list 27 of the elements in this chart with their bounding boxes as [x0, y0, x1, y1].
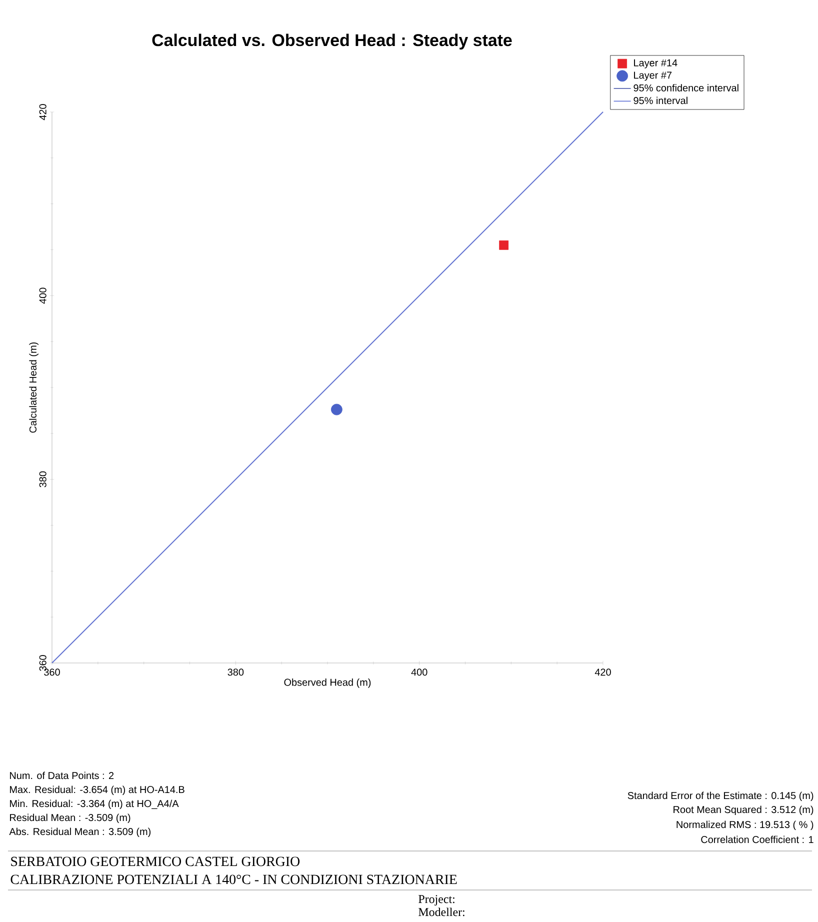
y-tick-label: 420 — [39, 104, 46, 120]
text: Max. Residual: -3.654 (m) at HO-A14.B — [10, 786, 184, 796]
x-tick-label: 380 — [228, 668, 244, 676]
text: Abs. Residual Mean : 3.509 (m) — [9, 828, 150, 838]
text: Normalized RMS : 19.513 ( % ) — [676, 820, 814, 830]
x-tick-label: 360 — [44, 668, 60, 676]
x-axis-title: Observed Head (m) — [284, 678, 371, 688]
legend-label: 95% confidence interval — [634, 84, 738, 92]
text: Root Mean Squared : 3.512 (m) — [674, 806, 814, 816]
y-axis-title: Calculated Head (m) — [29, 342, 38, 433]
y-tick-label: 400 — [39, 288, 46, 304]
text: Residual Mean : -3.509 (m) — [10, 814, 130, 824]
text: Standard Error of the Estimate : 0.145 (m) — [628, 792, 814, 802]
text: Project: — [418, 895, 454, 906]
legend-label: 95% interval — [634, 96, 688, 104]
text: CALIBRAZIONE POTENZIALI A 140°C - IN CONDIZIONI STAZIONARIE — [10, 874, 457, 884]
chart-title: Calculated vs. Observed Head : Steady state — [152, 34, 512, 50]
text: Min. Residual: -3.364 (m) at HO_A4/A — [10, 800, 179, 810]
text: Modeller: — [418, 908, 464, 916]
legend-label: Layer #7 — [634, 72, 672, 81]
x-tick-label: 420 — [594, 668, 611, 676]
text: SERBATOIO GEOTERMICO CASTEL GIORGIO — [11, 856, 300, 866]
text: Correlation Coefficient : 1 — [701, 836, 814, 844]
text: Num. of Data Points : 2 — [10, 772, 114, 780]
x-tick-label: 400 — [411, 668, 428, 676]
y-tick-label: 380 — [39, 471, 46, 488]
legend-label: Layer #14 — [634, 59, 678, 68]
